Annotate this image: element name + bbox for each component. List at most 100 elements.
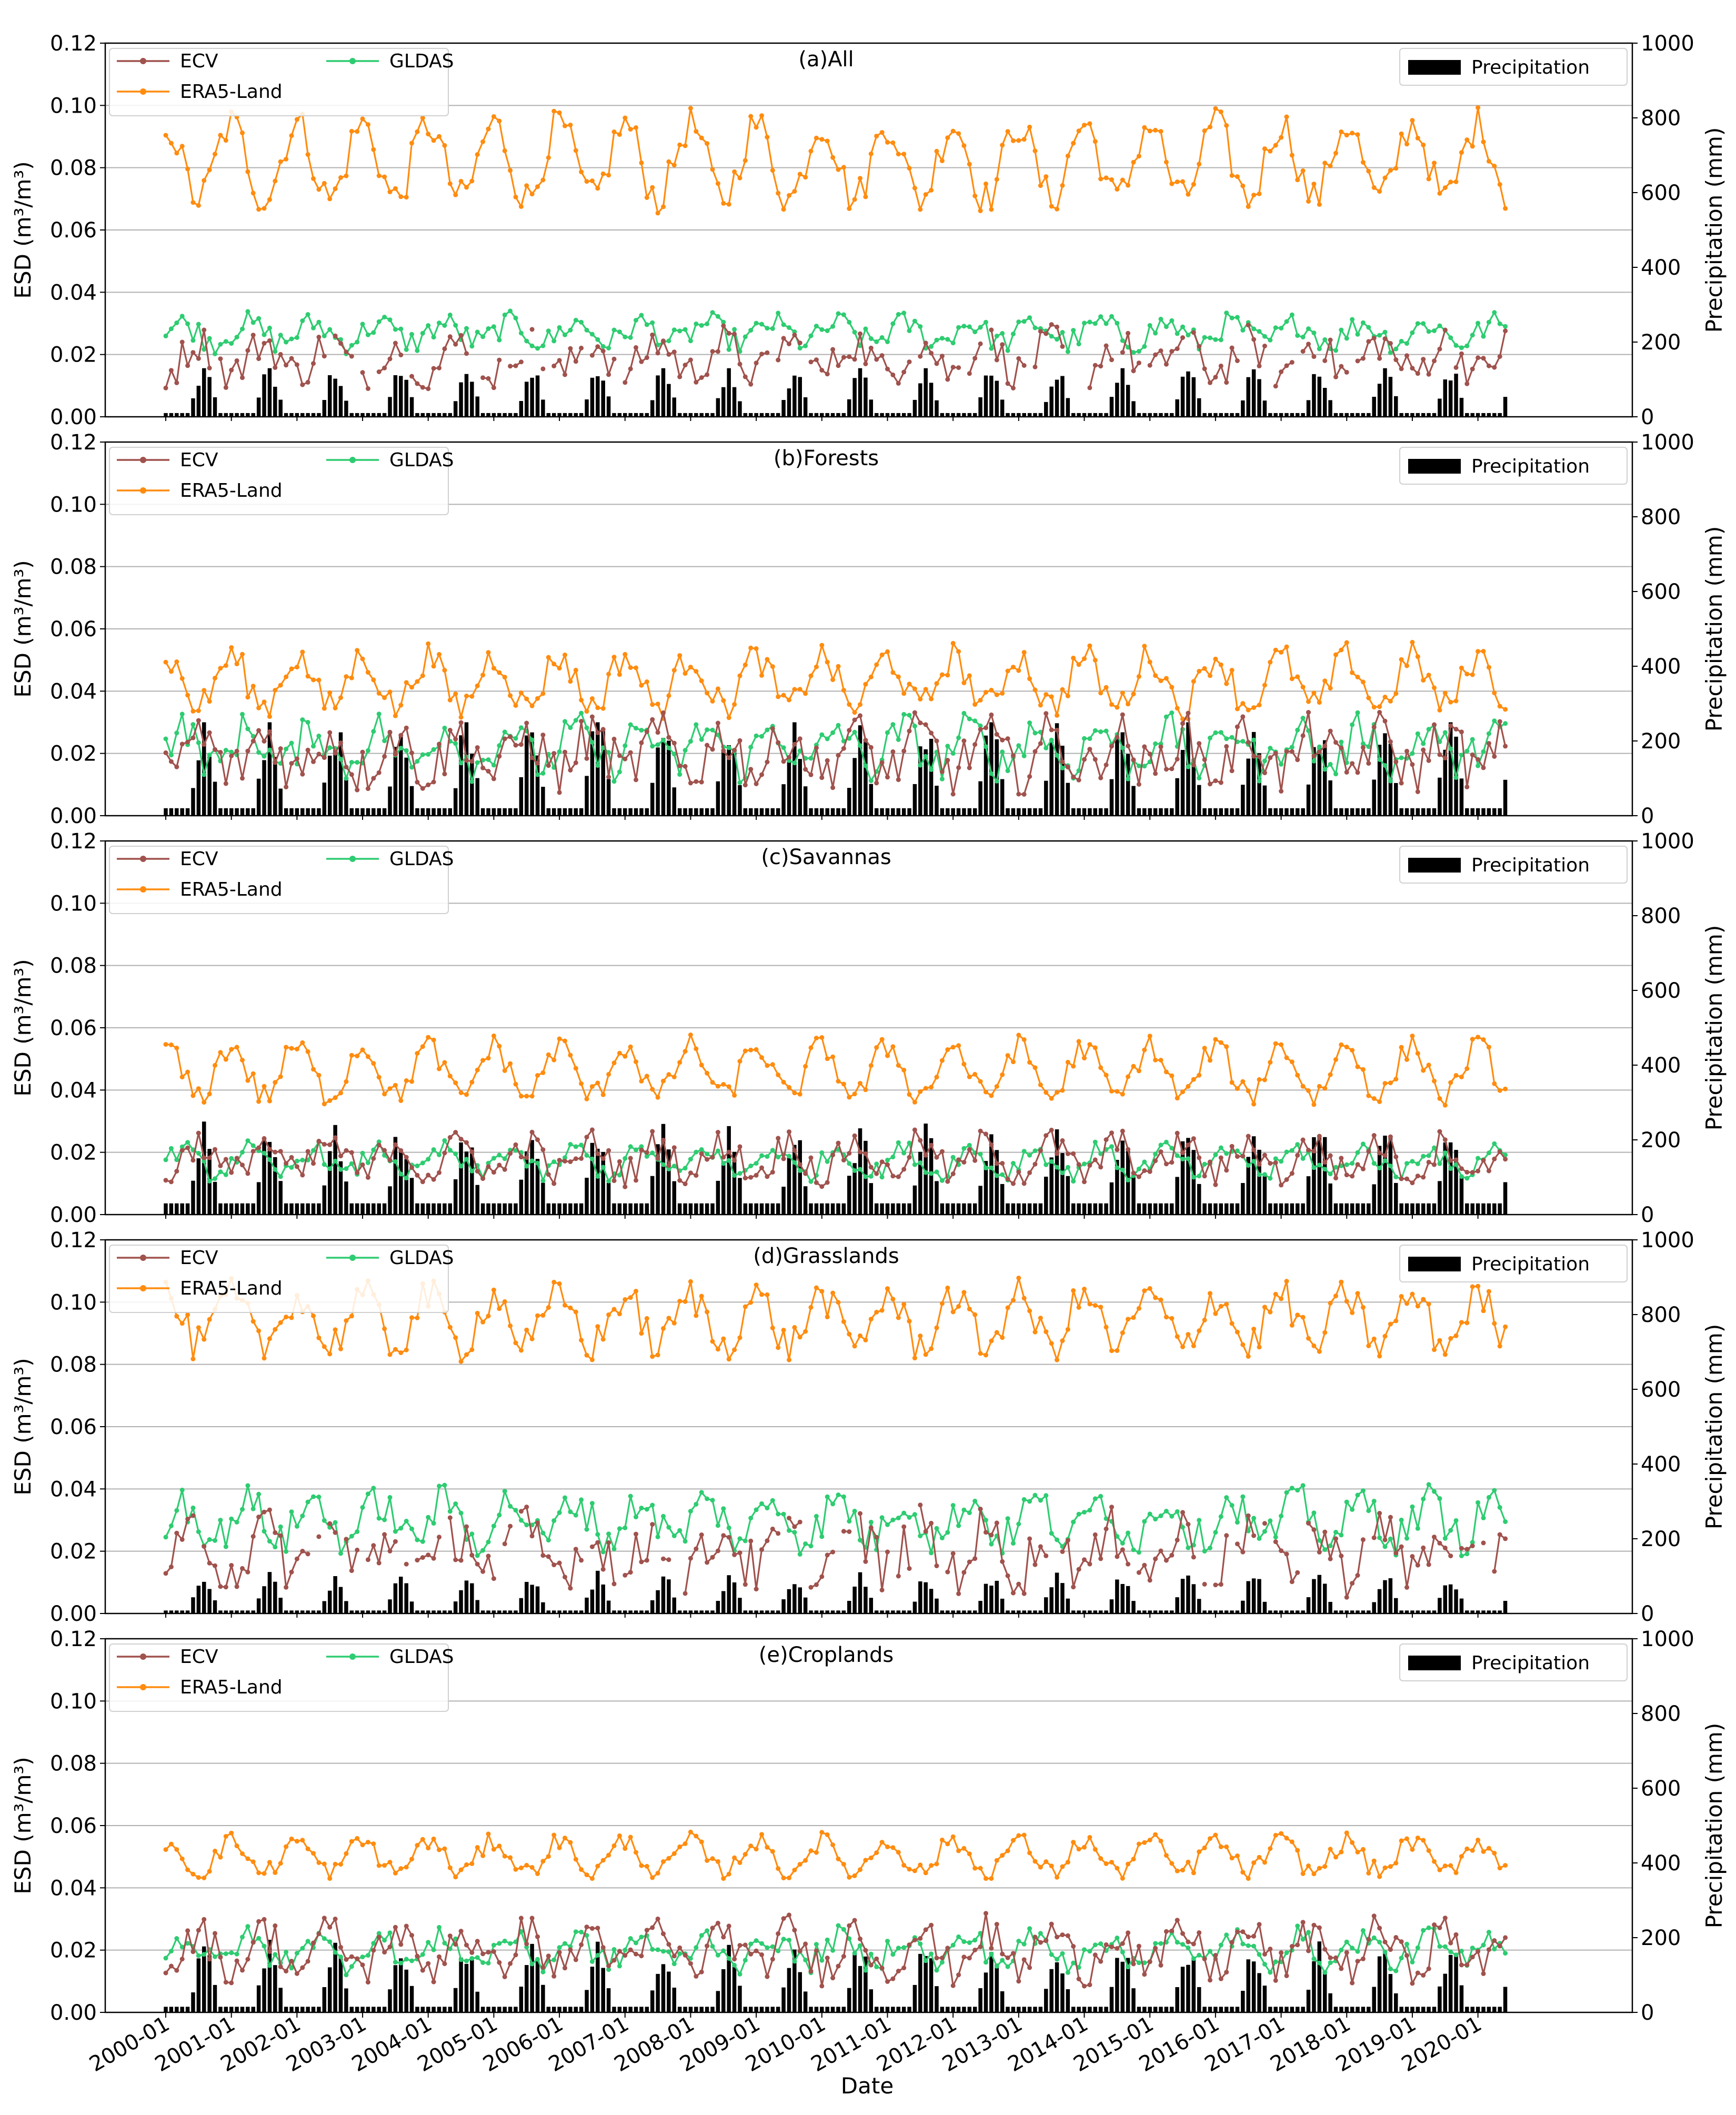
precip-bar	[1213, 2007, 1217, 2012]
era5-point	[984, 690, 988, 695]
precip-bar	[503, 2007, 506, 2012]
ecv-point	[1443, 756, 1448, 760]
era5-point	[1437, 191, 1442, 196]
era5-point	[645, 1864, 649, 1869]
ecv-point	[1235, 358, 1240, 363]
era5-point	[453, 691, 458, 696]
ecv-point	[229, 1980, 234, 1985]
ecv-point	[901, 1525, 906, 1529]
ecv-point	[295, 1971, 299, 1976]
era5-point	[453, 193, 458, 197]
precip-bar	[1241, 785, 1245, 816]
ecv-point	[748, 1175, 753, 1180]
precip-bar	[1339, 1204, 1343, 1215]
ecv-point	[1257, 754, 1262, 759]
era5-point	[1246, 1354, 1251, 1359]
precip-bar	[1028, 1204, 1031, 1215]
gldas-point	[951, 1503, 956, 1508]
gldas-point	[759, 322, 764, 327]
era5-point	[1066, 1060, 1070, 1065]
gldas-point	[207, 336, 212, 341]
ecv-point	[1213, 1182, 1218, 1187]
era5-point	[1481, 1308, 1486, 1313]
precip-bar	[1263, 786, 1267, 816]
ecv-point	[557, 1158, 562, 1162]
ecv-point	[245, 1570, 250, 1575]
gldas-point	[273, 1167, 277, 1172]
gldas-point	[1448, 1949, 1453, 1954]
ecv-point	[661, 338, 666, 343]
ecv-point	[546, 763, 551, 768]
era5-point	[1071, 141, 1076, 146]
gldas-point	[574, 1513, 578, 1518]
precip-bar	[1438, 399, 1441, 417]
era5-point	[207, 167, 212, 172]
era5-point	[956, 1043, 961, 1048]
era5-point	[1459, 1075, 1464, 1079]
era5-point	[1350, 1310, 1354, 1315]
right-tick-label: 800	[1641, 106, 1681, 131]
gldas-point	[951, 340, 956, 345]
era5-point	[1437, 708, 1442, 713]
precip-bar	[836, 2007, 840, 2012]
precip-bar	[585, 399, 588, 417]
ecv-point	[1339, 364, 1343, 369]
precip-bar	[372, 808, 375, 816]
era5-point	[338, 1347, 343, 1351]
precip-bar	[437, 1204, 441, 1215]
gldas-point	[901, 1151, 906, 1156]
era5-point	[1251, 1327, 1256, 1331]
ecv-point	[951, 365, 956, 369]
precip-bar	[284, 2007, 288, 2012]
ecv-point	[901, 749, 906, 754]
gldas-point	[420, 1160, 425, 1165]
gldas-point	[1224, 1151, 1229, 1156]
gldas-point	[781, 745, 786, 750]
gldas-point	[371, 330, 376, 335]
era5-point	[1448, 179, 1453, 184]
ecv-point	[448, 1135, 453, 1140]
era5-point	[825, 139, 830, 144]
gldas-point	[448, 1509, 453, 1514]
left-tick-label: 0.06	[50, 1415, 97, 1439]
precip-bar	[781, 1599, 785, 1613]
ecv-point	[841, 355, 846, 360]
gldas-point	[480, 334, 485, 339]
ecv-point	[1498, 1149, 1502, 1154]
gldas-point	[1333, 771, 1338, 776]
precip-bar	[1131, 401, 1135, 417]
gldas-point	[617, 1963, 622, 1968]
precip-bar	[229, 1204, 233, 1215]
gldas-point	[1098, 314, 1103, 319]
gldas-point	[863, 1968, 868, 1973]
ecv-point	[1191, 1555, 1196, 1559]
gldas-point	[333, 1520, 338, 1525]
ecv-line	[1216, 1536, 1227, 1585]
era5-point	[852, 1873, 857, 1878]
ecv-point	[1131, 1171, 1136, 1176]
era5-point	[1257, 703, 1262, 707]
era5-point	[721, 698, 726, 703]
ecv-point	[289, 1959, 294, 1963]
precip-bar	[1115, 383, 1119, 417]
precip-bar	[628, 2007, 632, 2012]
legend-era5-label: ERA5-Land	[180, 81, 283, 103]
gldas-point	[961, 1146, 966, 1151]
ecv-point	[273, 760, 277, 765]
ecv-point	[1159, 745, 1163, 749]
gldas-point	[869, 1952, 874, 1957]
ecv-point	[972, 1556, 977, 1561]
gldas-point	[809, 334, 814, 338]
precip-bar	[1372, 397, 1376, 417]
era5-point	[1169, 1074, 1174, 1078]
precip-bar	[1039, 2007, 1042, 2012]
era5-point	[432, 1837, 436, 1841]
era5-point	[1213, 1311, 1218, 1316]
era5-point	[1235, 174, 1240, 179]
gldas-point	[901, 1945, 906, 1950]
precip-bar	[673, 1988, 676, 2012]
era5-point	[1328, 686, 1333, 690]
precip-bar	[804, 1991, 807, 2012]
gldas-point	[809, 1179, 814, 1184]
era5-point	[738, 1335, 742, 1340]
